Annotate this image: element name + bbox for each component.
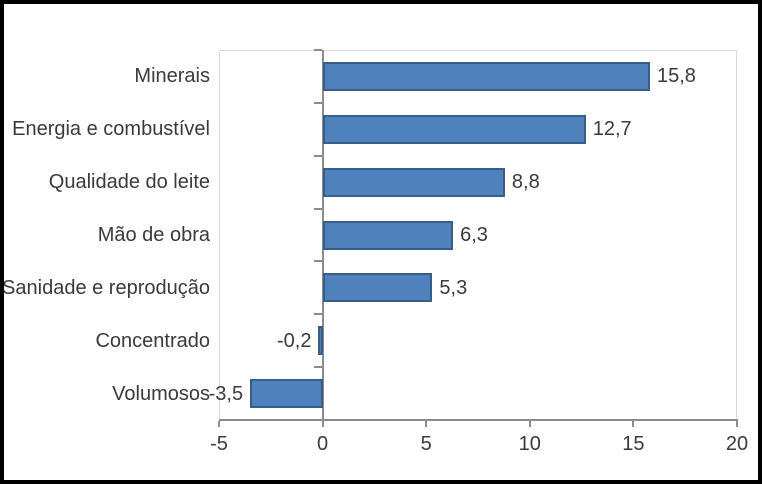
y-axis-tick: [313, 366, 322, 369]
x-tick-label: -5: [210, 433, 228, 455]
x-tick-label: 15: [622, 433, 645, 455]
x-axis-tick: [425, 421, 428, 427]
category-label: Sanidade e reprodução: [2, 276, 210, 299]
bar: [322, 114, 586, 144]
bar-value-label: 5,3: [439, 276, 468, 299]
y-axis-tick: [313, 154, 322, 157]
bar: [318, 326, 323, 356]
x-axis-tick: [218, 421, 220, 427]
bar: [322, 220, 454, 250]
y-axis-tick: [313, 49, 322, 51]
bar-value-label: 8,8: [511, 171, 540, 194]
bar-value-label: -0,2: [277, 329, 312, 352]
category-label: Minerais: [134, 65, 210, 88]
y-axis-tick: [313, 260, 322, 263]
bar: [322, 61, 650, 91]
bar-value-label: 15,8: [656, 65, 696, 88]
bar-value-label: 6,3: [460, 224, 488, 246]
x-axis-line: [219, 419, 738, 421]
category-label: Mão de obra: [97, 224, 210, 246]
x-axis-tick: [528, 421, 531, 427]
x-tick-label: 20: [725, 433, 749, 455]
x-tick-label: 0: [317, 433, 329, 455]
category-label: Concentrado: [95, 329, 210, 352]
y-axis-tick: [313, 101, 322, 104]
x-tick-label: 10: [518, 433, 541, 455]
y-axis-tick: [313, 313, 322, 316]
bar-value-label: -3,5: [208, 382, 244, 405]
bar: [322, 273, 433, 303]
category-label: Energia e combustível: [12, 118, 210, 141]
y-axis-tick: [313, 207, 322, 210]
bar: [322, 167, 505, 197]
x-axis-tick: [321, 421, 324, 427]
category-label: Qualidade do leite: [48, 171, 210, 194]
bar-value-label: 12,7: [592, 118, 632, 141]
bar: [250, 379, 323, 409]
category-label: Volumosos: [112, 382, 210, 405]
x-axis-tick: [736, 421, 738, 427]
x-tick-label: 5: [420, 433, 432, 455]
plot-area: [219, 50, 737, 420]
x-axis-tick: [632, 421, 635, 427]
